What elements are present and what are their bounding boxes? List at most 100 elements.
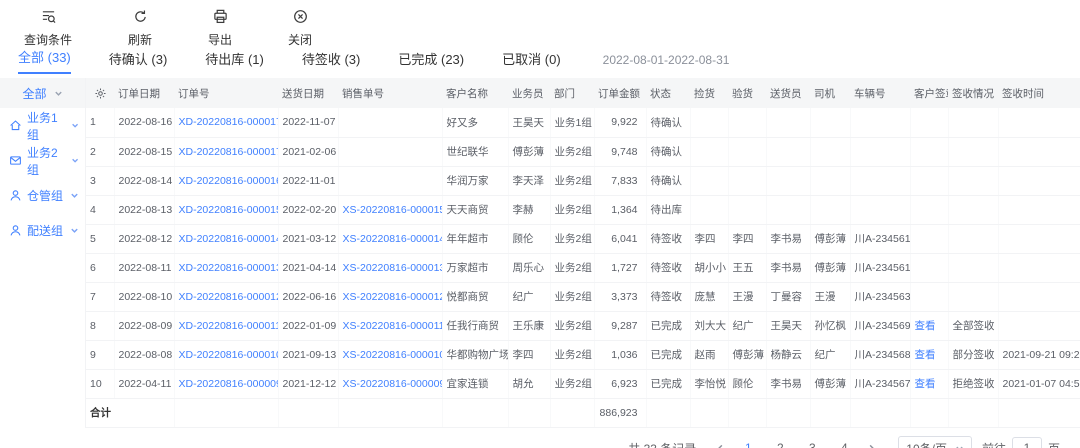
- toolbar: 查询条件 刷新 导出 关闭: [0, 0, 1080, 48]
- prev-page-icon[interactable]: [716, 444, 725, 448]
- page-number[interactable]: 3: [808, 441, 816, 448]
- order-no-link[interactable]: XD-20220816-000010: [174, 340, 279, 370]
- sales-no-link[interactable]: XS-20220816-000014: [338, 224, 443, 254]
- tab-pending-outbound[interactable]: 待出库 (1): [205, 52, 264, 67]
- cell-order-date: 2022-08-15: [114, 137, 175, 167]
- page-size-select[interactable]: 10条/页: [898, 435, 972, 448]
- order-no-link[interactable]: XD-20220816-000011: [174, 311, 279, 341]
- view-signature-link[interactable]: [910, 224, 949, 254]
- sidebar-header-all[interactable]: 全部: [0, 78, 85, 108]
- sidebar-item-label: 业务2组: [27, 145, 58, 177]
- sales-no-link[interactable]: XS-20220816-000012: [338, 282, 443, 312]
- sales-no-link[interactable]: XS-20220816-000015: [338, 195, 443, 225]
- tab-cancelled[interactable]: 已取消 (0): [502, 52, 561, 67]
- sales-no-link[interactable]: XS-20220816-000010: [338, 340, 443, 370]
- cell-status: 待签收: [646, 282, 691, 312]
- view-signature-link[interactable]: [910, 137, 949, 167]
- sidebar-item-warehouse[interactable]: 仓管组: [0, 178, 85, 213]
- cell-sign-status: [948, 195, 999, 225]
- cell-sign-time: [998, 108, 1080, 138]
- close-circle-icon: [293, 9, 308, 27]
- cell-row-index: 10: [86, 369, 115, 399]
- order-no-link[interactable]: XD-20220816-000009: [174, 369, 279, 399]
- goto-page-input[interactable]: [1011, 437, 1042, 448]
- sidebar-item-delivery[interactable]: 配送组: [0, 213, 85, 248]
- cell-deliverer: [766, 195, 811, 225]
- cell-inspector: 王漫: [728, 282, 767, 312]
- cell-sign-time: [998, 166, 1080, 196]
- cell-sign-status: 拒绝签收: [948, 369, 999, 399]
- col-customer: 客户名称: [442, 78, 508, 108]
- view-signature-link[interactable]: 查看: [910, 311, 949, 341]
- sales-no-link[interactable]: [338, 137, 443, 167]
- view-signature-link[interactable]: [910, 282, 949, 312]
- cell-salesperson: 王乐康: [508, 311, 551, 341]
- cell-customer: 华润万家: [442, 166, 509, 196]
- cell-order-date: 2022-08-12: [114, 224, 175, 254]
- close-button[interactable]: 关闭: [288, 9, 312, 48]
- order-no-link[interactable]: XD-20220816-000017: [174, 108, 279, 138]
- column-settings-button[interactable]: [86, 78, 114, 108]
- order-no-link[interactable]: XD-20220816-000014: [174, 224, 279, 254]
- export-button[interactable]: 导出: [208, 9, 232, 48]
- next-page-icon[interactable]: [867, 444, 876, 448]
- sales-no-link[interactable]: [338, 166, 443, 196]
- sales-no-link[interactable]: XS-20220816-000011: [338, 311, 443, 341]
- cell-delivery-date: 2021-04-14: [278, 253, 339, 283]
- tool-label: 关闭: [288, 33, 313, 47]
- cell-delivery-date: 2021-09-13: [278, 340, 339, 370]
- view-signature-link[interactable]: [910, 253, 949, 283]
- cell-driver: [810, 166, 851, 196]
- order-no-link[interactable]: XD-20220816-000016: [174, 166, 279, 196]
- order-no-link[interactable]: XD-20220816-000017: [174, 137, 279, 167]
- sales-no-link[interactable]: XS-20220816-000013: [338, 253, 443, 283]
- cell-status: 待确认: [646, 108, 691, 138]
- tab-pending-confirm[interactable]: 待确认 (3): [108, 52, 168, 67]
- page-number[interactable]: 4: [840, 441, 848, 448]
- cell-delivery-date: 2022-11-07: [278, 108, 339, 138]
- order-no-link[interactable]: XD-20220816-000013: [174, 253, 279, 283]
- view-signature-link[interactable]: [910, 195, 949, 225]
- cell-deliverer: [766, 166, 811, 196]
- view-signature-link[interactable]: 查看: [910, 369, 949, 399]
- cell-sign-status: [948, 166, 999, 196]
- cell-inspector: 傅彭薄: [728, 340, 767, 370]
- tab-completed[interactable]: 已完成 (23): [398, 52, 465, 67]
- query-conditions-button[interactable]: 查询条件: [24, 9, 72, 48]
- order-no-link[interactable]: XD-20220816-000012: [174, 282, 279, 312]
- refresh-button[interactable]: 刷新: [128, 9, 152, 48]
- order-no-link[interactable]: XD-20220816-000015: [174, 195, 279, 225]
- table-row: 7 2022-08-10 XD-20220816-000012 2022-06-…: [86, 282, 1080, 312]
- cell-status: 待出库: [646, 195, 691, 225]
- view-signature-link[interactable]: [910, 166, 949, 196]
- cell-amount: 9,922: [594, 108, 647, 138]
- refresh-icon: [133, 9, 148, 27]
- orders-table: 订单日期 订单号 送货日期 销售单号 客户名称 业务员 部门 订单金额 状态 捡…: [85, 78, 1080, 428]
- cell-sign-time: [998, 137, 1080, 167]
- col-sign-time: 签收时间: [998, 78, 1080, 108]
- cell-department: 业务2组: [550, 166, 595, 196]
- col-salesperson: 业务员: [508, 78, 550, 108]
- cell-inspector: 李四: [728, 224, 767, 254]
- sales-no-link[interactable]: [338, 108, 443, 138]
- cell-department: 业务2组: [550, 137, 595, 167]
- total-amount: 886,923: [594, 398, 647, 428]
- cell-vehicle-no: 川A-234561: [850, 224, 911, 254]
- sidebar-item-group2[interactable]: 业务2组: [0, 143, 85, 178]
- view-signature-link[interactable]: 查看: [910, 340, 949, 370]
- tab-all[interactable]: 全部 (33): [18, 47, 71, 74]
- sales-no-link[interactable]: XS-20220816-000009: [338, 369, 443, 399]
- chevron-down-icon: [71, 193, 78, 198]
- cell-deliverer: 李书易: [766, 369, 811, 399]
- table-row: 2 2022-08-15 XD-20220816-000017 2021-02-…: [86, 137, 1080, 167]
- sidebar-item-group1[interactable]: 业务1组: [0, 108, 85, 143]
- page-number[interactable]: 1: [744, 441, 752, 448]
- cell-salesperson: 纪广: [508, 282, 551, 312]
- cell-picker: [690, 195, 729, 225]
- content: 全部 业务1组 业务2组 仓管组 配送组: [0, 78, 1080, 428]
- cell-status: 已完成: [646, 340, 691, 370]
- chevron-down-icon: [71, 228, 78, 233]
- tab-pending-sign[interactable]: 待签收 (3): [301, 52, 361, 67]
- view-signature-link[interactable]: [910, 108, 949, 138]
- page-number[interactable]: 2: [776, 441, 784, 448]
